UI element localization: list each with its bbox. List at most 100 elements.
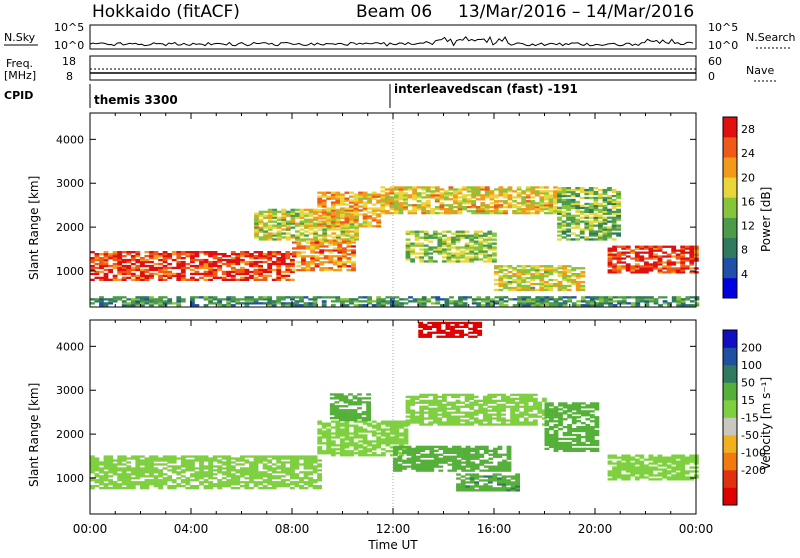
power-cell xyxy=(295,209,300,211)
vel-cell xyxy=(367,444,372,446)
power-cell xyxy=(584,197,589,199)
power-cell xyxy=(304,223,309,225)
power-cell xyxy=(358,296,363,298)
vel-cell xyxy=(406,423,411,425)
power-cell xyxy=(406,248,411,250)
power-cell xyxy=(589,230,594,232)
vel-cell xyxy=(411,464,416,466)
vel-cell xyxy=(149,471,154,473)
power-cell xyxy=(490,202,495,204)
vel-cell xyxy=(385,423,390,425)
vel-cell xyxy=(366,401,371,403)
power-cell xyxy=(626,265,631,267)
vel-cell xyxy=(537,412,542,414)
vel-cell xyxy=(395,428,400,430)
vel-cell xyxy=(545,442,550,444)
vel-cell xyxy=(493,473,498,475)
power-cell xyxy=(617,252,622,254)
vel-cell xyxy=(649,474,654,476)
vel-cell xyxy=(451,416,456,418)
vel-cell xyxy=(671,461,676,463)
power-cell xyxy=(390,302,395,304)
vel-cell xyxy=(154,479,159,481)
vel-cell xyxy=(567,438,572,440)
vel-cell xyxy=(653,457,658,459)
vel-cell xyxy=(558,448,563,450)
power-cell xyxy=(342,251,347,253)
power-cell xyxy=(424,245,429,247)
power-cell xyxy=(603,238,608,240)
power-cell xyxy=(562,279,567,281)
power-cell xyxy=(399,298,404,300)
vel-cell xyxy=(363,448,368,450)
vel-cell xyxy=(443,446,448,448)
vel-cell xyxy=(267,473,272,475)
power-cell xyxy=(342,241,347,243)
power-cell xyxy=(149,251,154,253)
power-cell xyxy=(413,298,418,300)
vel-cell xyxy=(411,460,416,462)
vel-cell xyxy=(358,436,363,438)
power-cell xyxy=(440,202,445,204)
power-cell xyxy=(662,246,667,248)
power-cell xyxy=(649,269,654,271)
vel-cell xyxy=(595,426,600,428)
power-cell xyxy=(291,209,296,211)
vel-cell xyxy=(635,459,640,461)
vel-cell xyxy=(433,396,438,398)
power-cell xyxy=(460,246,465,248)
vel-cell xyxy=(524,423,529,425)
vel-cell xyxy=(425,460,430,462)
vel-cell xyxy=(502,489,507,491)
power-cell xyxy=(598,189,603,191)
power-cell xyxy=(208,279,213,281)
power-cell xyxy=(306,261,311,263)
power-cell xyxy=(433,235,438,237)
power-cell xyxy=(539,190,544,192)
vel-cell xyxy=(402,468,407,470)
vel-cell xyxy=(470,458,475,460)
vel-cell xyxy=(199,475,204,477)
cpid-segment-1: themis 3300 xyxy=(94,93,178,107)
vel-cell xyxy=(190,479,195,481)
vel-cell xyxy=(317,473,322,475)
power-cell xyxy=(631,296,636,298)
vel-cell xyxy=(99,463,104,465)
power-cell xyxy=(315,259,320,261)
power-cell xyxy=(190,273,195,275)
vel-cell xyxy=(410,414,415,416)
power-cell xyxy=(394,196,399,198)
power-cell xyxy=(367,194,372,196)
power-cell xyxy=(412,208,417,210)
power-cell xyxy=(286,225,291,227)
vel-cell xyxy=(181,485,186,487)
power-cell xyxy=(415,243,420,245)
vel-cell xyxy=(295,473,300,475)
vel-cell xyxy=(308,479,313,481)
vel-cell xyxy=(474,481,479,483)
vel-cell xyxy=(572,440,577,442)
power-cell xyxy=(249,257,254,259)
vel-cell xyxy=(330,393,335,395)
vel-cell xyxy=(330,397,335,399)
power-cell xyxy=(358,209,363,211)
power-cell xyxy=(426,188,431,190)
power-cell xyxy=(318,228,323,230)
power-cell xyxy=(494,204,499,206)
power-cell xyxy=(154,302,159,304)
power-cell xyxy=(621,261,626,263)
power-cell xyxy=(476,210,481,212)
power-cell xyxy=(349,213,354,215)
vel-cell xyxy=(131,477,136,479)
vel-cell xyxy=(572,402,577,404)
power-cell xyxy=(553,267,558,269)
power-cell xyxy=(476,298,481,300)
power-cell xyxy=(549,212,554,214)
power-cell xyxy=(337,243,342,245)
power-cell xyxy=(181,271,186,273)
power-cell xyxy=(240,259,245,261)
power-cell xyxy=(594,215,599,217)
vel-cell xyxy=(117,455,122,457)
power-cell xyxy=(562,201,567,203)
power-cell xyxy=(426,204,431,206)
